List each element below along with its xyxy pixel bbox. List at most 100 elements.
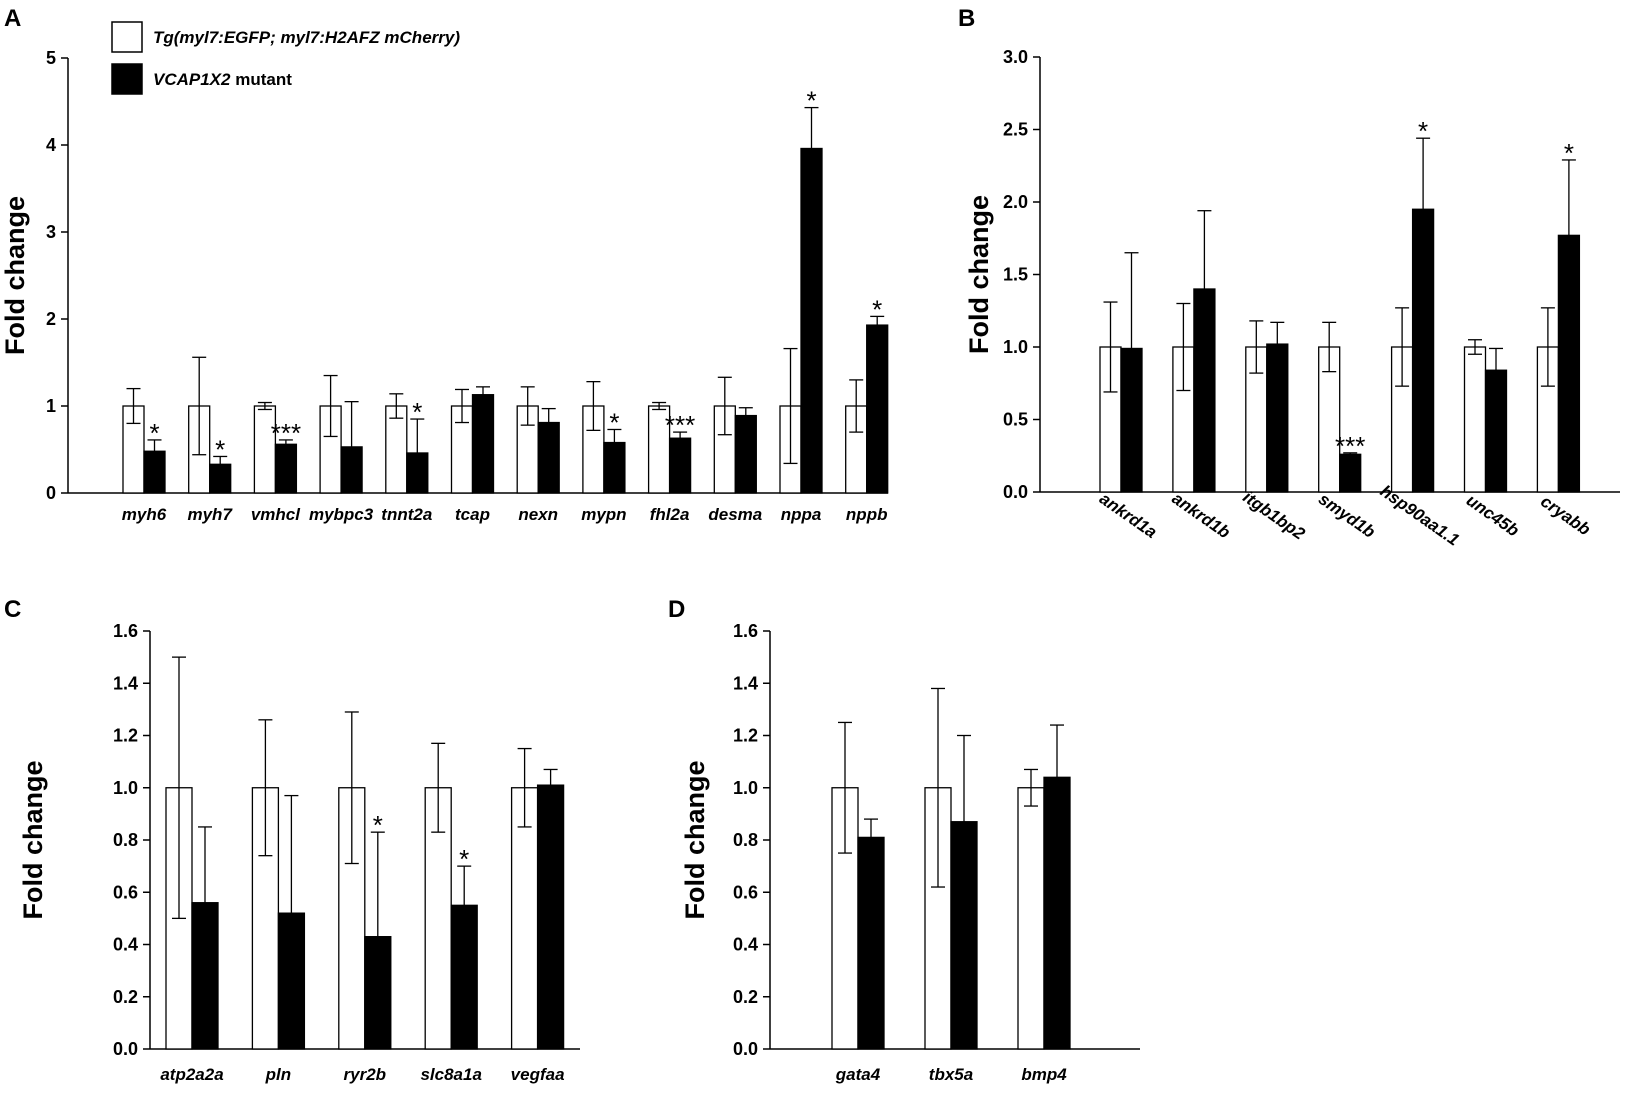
y-tick-label: 0.8 bbox=[113, 830, 138, 850]
category-label: cryabb bbox=[1537, 492, 1594, 540]
significance-marker: * bbox=[215, 434, 225, 464]
y-tick-label: 1.6 bbox=[733, 621, 758, 641]
y-tick-label: 0.0 bbox=[113, 1039, 138, 1059]
significance-marker: * bbox=[459, 844, 469, 874]
chart-panel-d: D 0.0 0.2 0.4 0.6 0.8 1.0 1.2 1.4 1.6 Fold change g… bbox=[668, 596, 1140, 1084]
y-tick-label: 4 bbox=[46, 135, 56, 155]
category-label: slc8a1a bbox=[420, 1065, 481, 1084]
bar-mutant bbox=[536, 784, 565, 1050]
chart-panel-b: B 0.0 0.5 1.0 1.5 2.0 2.5 3.0 Fold change ankrd1a… bbox=[958, 5, 1620, 550]
category-label: pln bbox=[265, 1065, 292, 1084]
significance-marker: *** bbox=[1335, 431, 1365, 461]
y-tick-label: 0 bbox=[46, 483, 56, 503]
y-tick-label: 5 bbox=[46, 48, 56, 68]
y-tick-label: 2.0 bbox=[1003, 192, 1028, 212]
y-tick-label: 0.6 bbox=[113, 882, 138, 902]
y-tick-label: 0.2 bbox=[733, 987, 758, 1007]
bar-mutant bbox=[471, 394, 495, 494]
panel-letter: B bbox=[958, 5, 975, 32]
significance-marker: * bbox=[149, 418, 159, 448]
category-label: gata4 bbox=[835, 1065, 881, 1084]
y-axis-title: Fold change bbox=[18, 760, 48, 919]
bar-wt bbox=[385, 405, 408, 494]
y-axis-title: Fold change bbox=[680, 760, 710, 919]
significance-marker: * bbox=[373, 810, 383, 840]
category-label: itgb1bp2 bbox=[1239, 487, 1308, 544]
category-label: myh7 bbox=[187, 505, 233, 524]
category-label: ryr2b bbox=[344, 1065, 387, 1084]
y-tick-label: 1 bbox=[46, 396, 56, 416]
category-label: tbx5a bbox=[929, 1065, 973, 1084]
y-tick-label: 0.0 bbox=[1003, 482, 1028, 502]
bar-mutant bbox=[800, 147, 823, 494]
panel-letter: D bbox=[668, 596, 685, 623]
category-label: tcap bbox=[455, 505, 490, 524]
category-label: smyd1b bbox=[1315, 489, 1379, 541]
category-label: mypn bbox=[581, 505, 626, 524]
bar-wt bbox=[1017, 787, 1045, 1050]
y-tick-label: 2 bbox=[46, 309, 56, 329]
bar-mutant bbox=[866, 324, 889, 494]
y-tick-label: 0.8 bbox=[733, 830, 758, 850]
legend-label-mutant-rest: mutant bbox=[230, 70, 292, 89]
category-label: myh6 bbox=[122, 505, 167, 524]
y-axis-title: Fold change bbox=[964, 195, 994, 354]
bar-wt bbox=[338, 787, 366, 1050]
category-label: nppb bbox=[846, 505, 888, 524]
category-label: desma bbox=[708, 505, 762, 524]
category-label: mybpc3 bbox=[309, 505, 374, 524]
y-tick-label: 0.6 bbox=[733, 882, 758, 902]
y-tick-label: 0.4 bbox=[733, 935, 758, 955]
category-label: nexn bbox=[518, 505, 558, 524]
y-tick-label: 1.0 bbox=[733, 778, 758, 798]
panel-letter: C bbox=[4, 596, 21, 623]
y-tick-label: 3.0 bbox=[1003, 47, 1028, 67]
y-tick-label: 1.4 bbox=[113, 673, 138, 693]
legend: Tg(myl7:EGFP; myl7:H2AFZ mCherry) VCAP1X… bbox=[111, 21, 460, 95]
category-label: fhl2a bbox=[650, 505, 690, 524]
bar-wt bbox=[1463, 346, 1487, 493]
category-label: vegfaa bbox=[511, 1065, 565, 1084]
y-tick-label: 2.5 bbox=[1003, 120, 1028, 140]
significance-marker: *** bbox=[665, 410, 695, 440]
y-tick-label: 3 bbox=[46, 222, 56, 242]
category-label: nppa bbox=[781, 505, 822, 524]
category-label: unc45b bbox=[1463, 491, 1523, 541]
y-axis-title: Fold change bbox=[0, 196, 30, 355]
category-label: ankrd1a bbox=[1096, 489, 1160, 542]
panel-letter: A bbox=[4, 5, 21, 32]
category-label: bmp4 bbox=[1021, 1065, 1067, 1084]
y-tick-label: 1.2 bbox=[113, 726, 138, 746]
significance-marker: * bbox=[412, 397, 422, 427]
y-tick-label: 0.0 bbox=[733, 1039, 758, 1059]
significance-marker: * bbox=[806, 86, 816, 116]
y-tick-label: 0.5 bbox=[1003, 410, 1028, 430]
category-label: ankrd1b bbox=[1169, 489, 1234, 543]
category-label: tnnt2a bbox=[381, 505, 432, 524]
bar-mutant bbox=[734, 414, 757, 494]
legend-swatch-wt bbox=[111, 21, 143, 53]
y-tick-label: 1.5 bbox=[1003, 265, 1028, 285]
legend-label-mutant-gene: VCAP1X2 bbox=[153, 70, 231, 89]
y-tick-label: 1.6 bbox=[113, 621, 138, 641]
bar-mutant bbox=[274, 443, 298, 494]
significance-marker: *** bbox=[271, 418, 301, 448]
y-tick-label: 0.2 bbox=[113, 987, 138, 1007]
y-tick-label: 0.4 bbox=[113, 935, 138, 955]
category-label: vmhcl bbox=[251, 505, 301, 524]
y-tick-label: 1.2 bbox=[733, 726, 758, 746]
y-tick-label: 1.0 bbox=[1003, 337, 1028, 357]
chart-panel-c: C 0.0 0.2 0.4 0.6 0.8 1.0 1.2 1.4 1.6 Fold change a… bbox=[4, 596, 580, 1084]
legend-swatch-mutant bbox=[111, 63, 143, 95]
y-tick-label: 1.0 bbox=[113, 778, 138, 798]
bar-mutant bbox=[668, 437, 692, 494]
legend-label-mutant: VCAP1X2 mutant bbox=[153, 70, 292, 89]
significance-marker: * bbox=[1564, 138, 1574, 168]
significance-marker: * bbox=[609, 407, 619, 437]
bar-mutant bbox=[857, 836, 885, 1050]
significance-marker: * bbox=[1418, 116, 1428, 146]
y-tick-label: 1.4 bbox=[733, 673, 758, 693]
legend-label-wt: Tg(myl7:EGFP; myl7:H2AFZ mCherry) bbox=[153, 28, 460, 47]
